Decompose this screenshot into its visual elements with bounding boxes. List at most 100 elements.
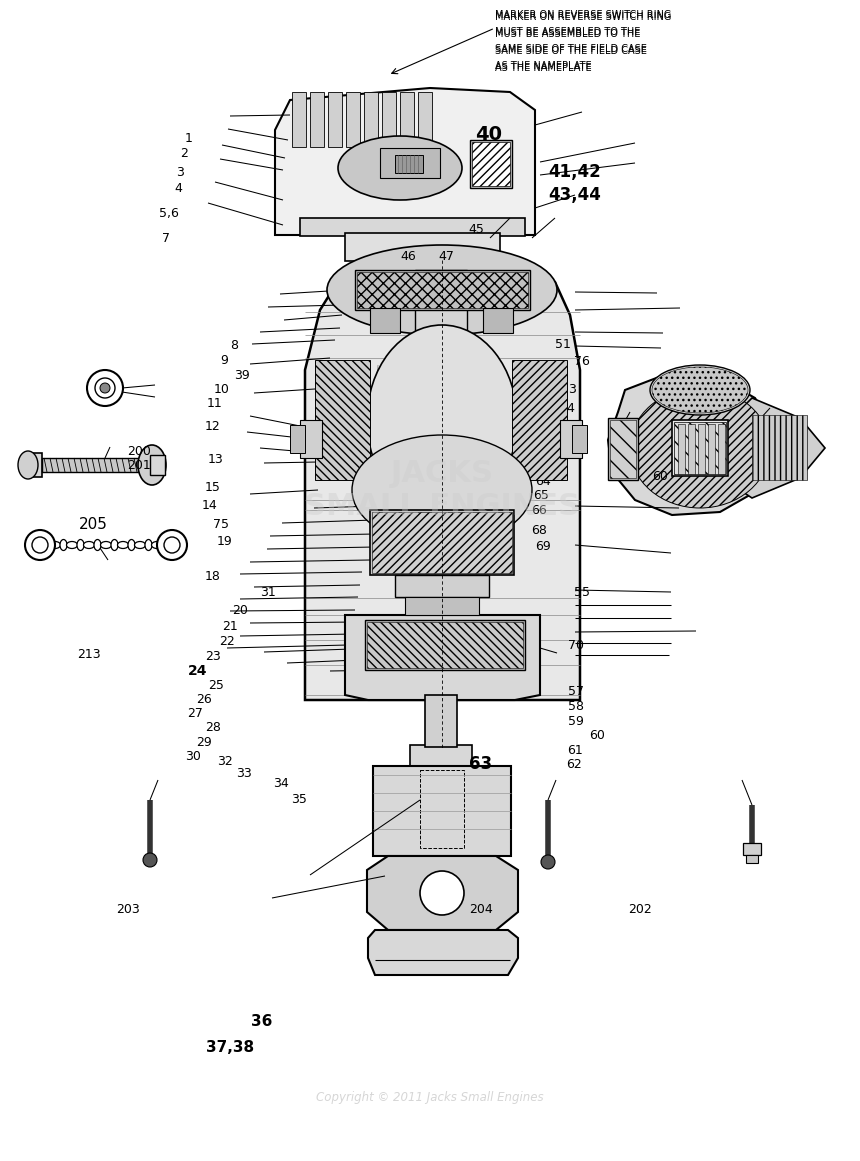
Text: 55: 55 xyxy=(574,586,591,599)
Bar xyxy=(678,424,685,474)
Text: 27: 27 xyxy=(187,707,203,720)
Ellipse shape xyxy=(652,367,748,413)
Text: 30: 30 xyxy=(185,750,200,763)
Bar xyxy=(42,457,152,473)
Circle shape xyxy=(87,370,123,406)
Text: MARKER ON REVERSE SWITCH RING: MARKER ON REVERSE SWITCH RING xyxy=(495,10,672,20)
Text: MUST BE ASSEMBLED TO THE: MUST BE ASSEMBLED TO THE xyxy=(495,27,641,37)
Text: 47: 47 xyxy=(439,250,454,262)
Bar xyxy=(395,575,489,597)
Text: 2: 2 xyxy=(181,147,188,160)
Ellipse shape xyxy=(327,245,557,336)
Text: 60: 60 xyxy=(589,729,605,742)
Text: AS THE NAMEPLATE: AS THE NAMEPLATE xyxy=(495,63,592,73)
Ellipse shape xyxy=(111,540,118,550)
Text: 64: 64 xyxy=(535,475,550,488)
Bar xyxy=(743,843,761,854)
Text: 58: 58 xyxy=(568,700,584,713)
Text: 13: 13 xyxy=(208,453,224,466)
Text: 46: 46 xyxy=(400,250,415,262)
Circle shape xyxy=(420,871,464,915)
Text: Copyright © 2011 Jacks Small Engines: Copyright © 2011 Jacks Small Engines xyxy=(316,1090,544,1104)
Ellipse shape xyxy=(83,541,95,548)
Ellipse shape xyxy=(60,540,67,550)
Bar xyxy=(470,140,512,188)
Bar xyxy=(400,92,414,147)
Text: 45: 45 xyxy=(469,223,484,236)
Bar xyxy=(364,92,378,147)
Text: 24: 24 xyxy=(187,664,207,678)
Text: 34: 34 xyxy=(273,777,289,789)
Text: 29: 29 xyxy=(196,736,212,749)
Text: 3: 3 xyxy=(176,166,184,179)
Ellipse shape xyxy=(138,445,166,485)
Ellipse shape xyxy=(162,540,169,550)
Text: 51: 51 xyxy=(555,338,570,351)
Text: 26: 26 xyxy=(196,693,212,706)
Text: AS THE NAMEPLATE: AS THE NAMEPLATE xyxy=(495,62,592,71)
Text: 205: 205 xyxy=(79,517,108,532)
Text: 57: 57 xyxy=(568,685,584,698)
Polygon shape xyxy=(367,856,518,930)
Bar xyxy=(370,510,514,575)
Bar xyxy=(395,156,423,173)
Bar xyxy=(512,360,567,479)
Text: MARKER ON REVERSE SWITCH RING: MARKER ON REVERSE SWITCH RING xyxy=(495,12,672,22)
Bar xyxy=(365,620,525,670)
Ellipse shape xyxy=(128,540,135,550)
Bar xyxy=(688,424,695,474)
Ellipse shape xyxy=(118,541,128,548)
Text: 39: 39 xyxy=(234,369,249,382)
Bar xyxy=(572,425,587,453)
Text: 22: 22 xyxy=(219,635,235,648)
Bar xyxy=(610,420,636,478)
Text: 23: 23 xyxy=(205,650,220,663)
Text: 18: 18 xyxy=(205,570,220,583)
Ellipse shape xyxy=(134,541,145,548)
Bar xyxy=(405,597,479,615)
Text: 75: 75 xyxy=(213,518,230,531)
Bar xyxy=(380,147,440,178)
Text: 14: 14 xyxy=(202,499,218,512)
Ellipse shape xyxy=(352,435,532,545)
Bar xyxy=(328,92,342,147)
Text: MUST BE ASSEMBLED TO THE: MUST BE ASSEMBLED TO THE xyxy=(495,29,641,39)
Text: 63: 63 xyxy=(469,755,492,773)
Text: 11: 11 xyxy=(206,397,222,410)
Bar xyxy=(752,414,807,479)
Text: 21: 21 xyxy=(222,620,237,633)
Text: 7: 7 xyxy=(162,232,169,245)
Ellipse shape xyxy=(77,540,84,550)
Text: SAME SIDE OF THE FIELD CASE: SAME SIDE OF THE FIELD CASE xyxy=(495,46,647,56)
Circle shape xyxy=(157,531,187,560)
Text: 19: 19 xyxy=(217,535,232,548)
Text: 5,6: 5,6 xyxy=(159,207,179,219)
Circle shape xyxy=(164,538,180,553)
Bar xyxy=(718,424,725,474)
Bar xyxy=(310,92,324,147)
Text: 40: 40 xyxy=(475,125,501,144)
Bar xyxy=(483,308,513,333)
Ellipse shape xyxy=(367,325,517,515)
Text: 25: 25 xyxy=(208,679,224,692)
Polygon shape xyxy=(608,372,775,515)
Polygon shape xyxy=(368,930,518,975)
Circle shape xyxy=(32,538,48,553)
Text: 33: 33 xyxy=(237,767,252,780)
Bar xyxy=(420,770,464,848)
Bar xyxy=(746,854,758,863)
Ellipse shape xyxy=(94,540,101,550)
Polygon shape xyxy=(275,88,535,235)
Circle shape xyxy=(100,383,110,394)
Ellipse shape xyxy=(650,365,750,414)
Circle shape xyxy=(25,531,55,560)
Text: 201: 201 xyxy=(127,459,151,471)
Bar xyxy=(373,766,511,856)
Text: 20: 20 xyxy=(232,604,248,616)
Ellipse shape xyxy=(50,541,60,548)
Text: 31: 31 xyxy=(260,586,275,599)
Text: 59: 59 xyxy=(568,715,583,728)
Text: 66: 66 xyxy=(531,504,547,517)
Bar xyxy=(372,512,512,574)
Ellipse shape xyxy=(145,540,152,550)
